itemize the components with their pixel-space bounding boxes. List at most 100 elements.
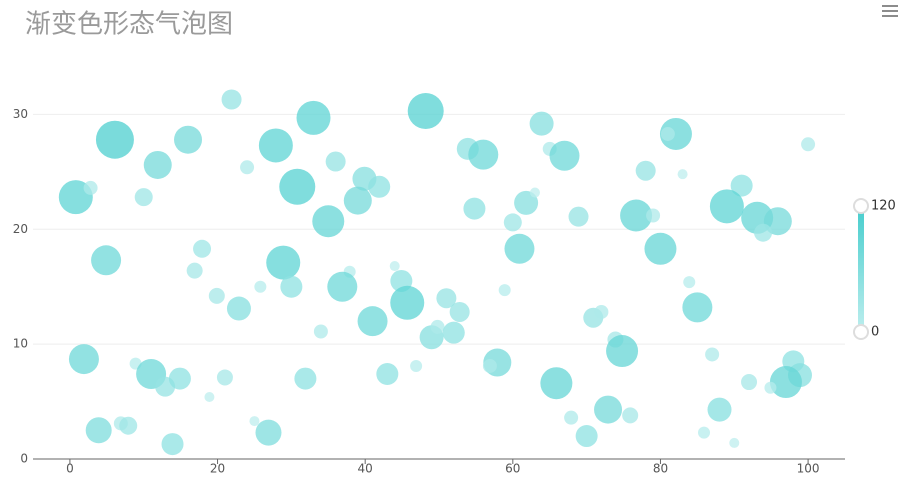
bubble xyxy=(240,160,255,175)
bubble xyxy=(683,276,696,289)
bubble xyxy=(294,367,317,390)
bubble xyxy=(741,374,758,391)
x-tick-label: 0 xyxy=(66,462,74,476)
bubble xyxy=(620,199,653,232)
bubble xyxy=(549,140,580,171)
bubble xyxy=(709,189,744,224)
bubble xyxy=(313,324,328,339)
y-tick-label: 30 xyxy=(13,107,28,121)
visual-map-handle[interactable] xyxy=(853,198,869,214)
bubble xyxy=(186,262,203,279)
bubble xyxy=(677,169,688,180)
bubble xyxy=(801,137,816,152)
bubble xyxy=(468,139,499,170)
bubble xyxy=(575,425,598,448)
bubble xyxy=(514,190,539,215)
x-tick-label: 20 xyxy=(210,462,225,476)
bubble xyxy=(729,437,740,448)
bubble xyxy=(204,391,215,402)
bubble xyxy=(659,117,692,150)
bubble xyxy=(707,397,732,422)
visual-map-max: 120 xyxy=(871,199,896,214)
bubble xyxy=(764,381,777,394)
bubble xyxy=(296,100,331,135)
bubble xyxy=(646,208,661,223)
bubble xyxy=(226,296,251,321)
menu-icon[interactable] xyxy=(882,5,898,17)
bubble xyxy=(407,92,444,129)
bubble xyxy=(325,151,346,172)
bubble xyxy=(68,344,99,375)
bubble xyxy=(376,363,399,386)
bubble xyxy=(564,410,579,425)
bubble xyxy=(312,205,345,238)
bubble xyxy=(682,292,713,323)
bubble xyxy=(279,168,316,205)
bubble xyxy=(390,285,425,320)
bubble xyxy=(660,126,675,141)
bubble xyxy=(705,347,720,362)
bubble xyxy=(622,407,639,424)
bubble xyxy=(568,206,589,227)
bubble xyxy=(258,128,293,163)
bubble xyxy=(266,245,301,280)
y-tick-label: 20 xyxy=(13,222,28,236)
bubble xyxy=(449,301,470,322)
bubble xyxy=(430,319,445,334)
bubble xyxy=(255,419,282,446)
visual-map-min: 0 xyxy=(871,325,879,340)
chart-title: 渐变色形态气泡图 xyxy=(25,10,233,40)
bubble xyxy=(85,417,112,444)
visual-map-bar xyxy=(858,206,864,332)
bubble xyxy=(134,188,153,207)
bubble xyxy=(119,416,138,435)
bubble xyxy=(83,180,98,195)
bubble xyxy=(143,150,172,179)
bubble xyxy=(436,288,457,309)
x-tick-label: 60 xyxy=(505,462,520,476)
bubble xyxy=(529,111,554,136)
y-tick-label: 0 xyxy=(20,452,28,466)
bubble xyxy=(95,120,134,159)
bubble xyxy=(529,187,540,198)
bubble xyxy=(168,367,191,390)
bubble xyxy=(368,175,391,198)
bubble xyxy=(594,304,609,319)
bubble xyxy=(442,321,465,344)
bubble xyxy=(357,306,388,337)
bubble xyxy=(754,223,773,242)
bubble xyxy=(216,369,233,386)
bubble xyxy=(540,367,573,400)
bubble xyxy=(208,287,225,304)
bubble xyxy=(498,284,511,297)
bubble xyxy=(594,395,623,424)
bubble xyxy=(463,197,486,220)
x-tick-label: 80 xyxy=(653,462,668,476)
bubble xyxy=(606,335,639,368)
bubble xyxy=(482,358,497,373)
bubble xyxy=(698,426,711,439)
bubble xyxy=(389,261,400,272)
bubble xyxy=(193,239,212,258)
bubble xyxy=(280,275,303,298)
bubble xyxy=(769,366,802,399)
bubble xyxy=(327,271,358,302)
bubble xyxy=(635,160,656,181)
bubble xyxy=(343,186,372,215)
bubble xyxy=(410,359,423,372)
bubble xyxy=(503,213,522,232)
bubble xyxy=(174,125,203,154)
bubble xyxy=(91,245,122,276)
bubble xyxy=(644,232,677,265)
visual-map-handle[interactable] xyxy=(853,324,869,340)
bubble xyxy=(254,280,267,293)
bubble xyxy=(730,174,753,197)
x-tick-label: 40 xyxy=(358,462,373,476)
bubble xyxy=(221,89,242,110)
bubble xyxy=(249,416,260,427)
bubble xyxy=(161,433,184,456)
y-tick-label: 10 xyxy=(13,337,28,351)
x-tick-label: 100 xyxy=(797,462,820,476)
bubble xyxy=(504,233,535,264)
